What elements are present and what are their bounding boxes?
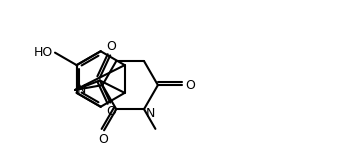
Text: N: N [77,83,86,96]
Text: HO: HO [34,46,53,59]
Text: O: O [106,105,116,118]
Text: O: O [185,79,195,92]
Text: N: N [146,107,155,120]
Text: O: O [98,133,108,146]
Text: O: O [106,40,116,53]
